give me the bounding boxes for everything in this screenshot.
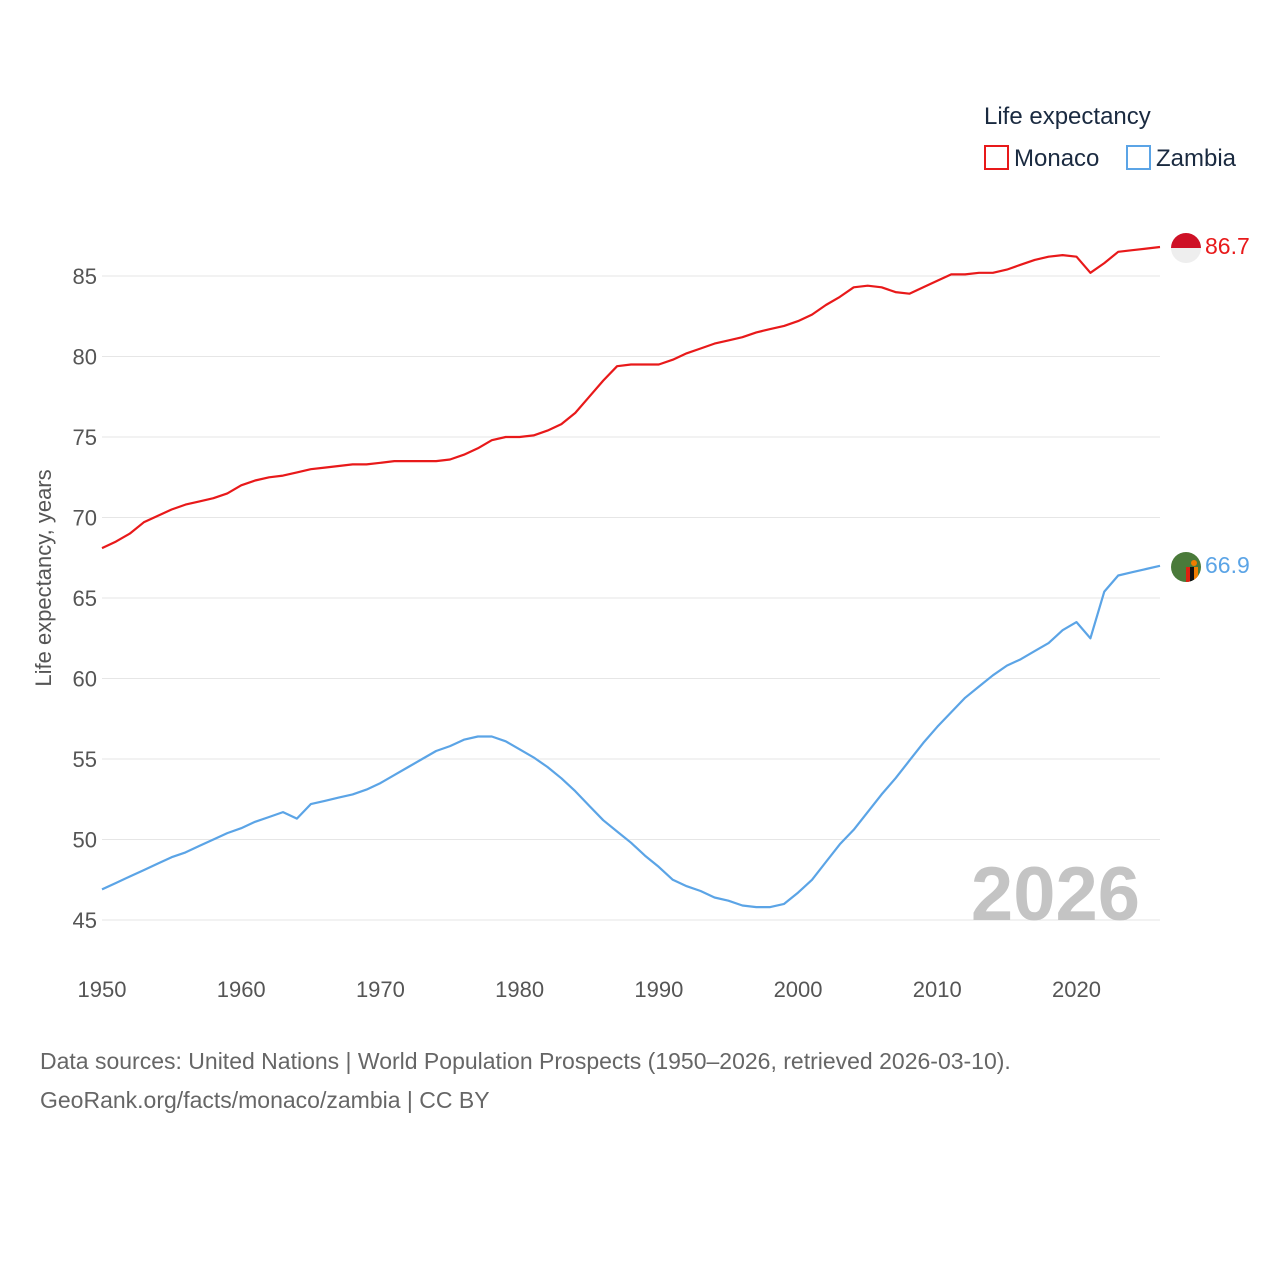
grid-lines <box>102 275 1160 921</box>
legend-swatch-zambia[interactable] <box>1126 145 1151 170</box>
y-tick-label: 85 <box>73 264 97 289</box>
series-line-monaco[interactable] <box>101 245 1161 550</box>
y-tick-label: 65 <box>73 586 97 611</box>
zambia-flag-icon <box>1171 552 1201 582</box>
y-axis-label: Life expectancy, years <box>31 469 56 686</box>
zambia-end-value-label: 66.9 <box>1205 552 1250 578</box>
y-tick-label: 45 <box>73 908 97 933</box>
series-line-zambia[interactable] <box>101 564 1161 909</box>
legend-label-monaco[interactable]: Monaco <box>1014 145 1099 172</box>
legend-title: Life expectancy <box>984 103 1151 130</box>
monaco-flag-icon <box>1171 233 1201 263</box>
source-note: Data sources: United Nations | World Pop… <box>40 1042 1011 1120</box>
y-tick-label: 75 <box>73 425 97 450</box>
series-group <box>101 245 1161 909</box>
legend-swatch-monaco[interactable] <box>984 145 1009 170</box>
x-tick-label: 2010 <box>913 977 962 1002</box>
x-tick-label: 2020 <box>1052 977 1101 1002</box>
y-tick-label: 60 <box>73 667 97 692</box>
monaco-end-value-label: 86.7 <box>1205 233 1250 259</box>
source-line: Data sources: United Nations | World Pop… <box>40 1048 1011 1074</box>
x-tick-labels: 1950 1960 1970 1980 1990 2000 2010 2020 <box>78 977 1101 1002</box>
legend[interactable]: Life expectancy Monaco Zambia <box>984 103 1237 172</box>
x-tick-label: 1950 <box>78 977 127 1002</box>
y-tick-label: 70 <box>73 506 97 531</box>
y-tick-labels: 45 50 55 60 65 70 75 80 85 <box>73 264 97 933</box>
attribution-line[interactable]: GeoRank.org/facts/monaco/zambia | CC BY <box>40 1087 490 1113</box>
legend-label-zambia[interactable]: Zambia <box>1156 145 1237 172</box>
y-tick-label: 80 <box>73 345 97 370</box>
x-tick-label: 2000 <box>774 977 823 1002</box>
y-tick-label: 50 <box>73 828 97 853</box>
x-tick-label: 1980 <box>495 977 544 1002</box>
x-tick-label: 1990 <box>634 977 683 1002</box>
year-watermark: 2026 <box>971 852 1140 937</box>
chart: 45 50 55 60 65 70 75 80 85 1950 1960 1970 1980 1990 2… <box>31 103 1250 1002</box>
y-tick-label: 55 <box>73 747 97 772</box>
x-tick-label: 1960 <box>217 977 266 1002</box>
x-tick-label: 1970 <box>356 977 405 1002</box>
